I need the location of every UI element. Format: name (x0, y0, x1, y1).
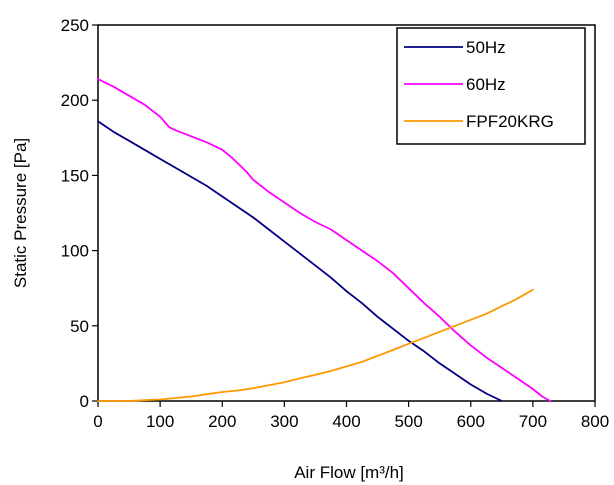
y-tick-label: 200 (61, 91, 89, 110)
series-line-50hz (97, 120, 503, 402)
legend: 50Hz 60Hz FPF20KRG (396, 27, 586, 145)
y-tick-label: 50 (70, 317, 89, 336)
legend-label-fpf20krg: FPF20KRG (466, 112, 554, 131)
legend-items: 50Hz 60Hz FPF20KRG (404, 38, 554, 131)
x-tick-label: 700 (519, 412, 547, 431)
axis-ticks: 0 100 200 300 400 500 600 700 800 0 50 100 150 200 250 (61, 16, 610, 431)
series-line-60hz (97, 78, 552, 402)
y-axis-title: Static Pressure [Pa] (11, 138, 30, 288)
y-tick-label: 250 (61, 16, 89, 35)
x-tick-label: 0 (93, 412, 102, 431)
series-line-fpf20krg (97, 288, 534, 402)
x-tick-label: 400 (332, 412, 360, 431)
x-tick-label: 800 (581, 412, 609, 431)
series-lines (97, 78, 552, 402)
x-tick-label: 200 (208, 412, 236, 431)
y-tick-label: 100 (61, 242, 89, 261)
y-tick-label: 150 (61, 166, 89, 185)
x-tick-label: 600 (457, 412, 485, 431)
legend-label-50hz: 50Hz (466, 38, 506, 57)
legend-label-60hz: 60Hz (466, 75, 506, 94)
x-tick-label: 300 (270, 412, 298, 431)
y-tick-label: 0 (80, 392, 89, 411)
x-tick-label: 100 (146, 412, 174, 431)
x-axis-title: Air Flow [m³/h] (294, 463, 404, 482)
x-tick-label: 500 (394, 412, 422, 431)
